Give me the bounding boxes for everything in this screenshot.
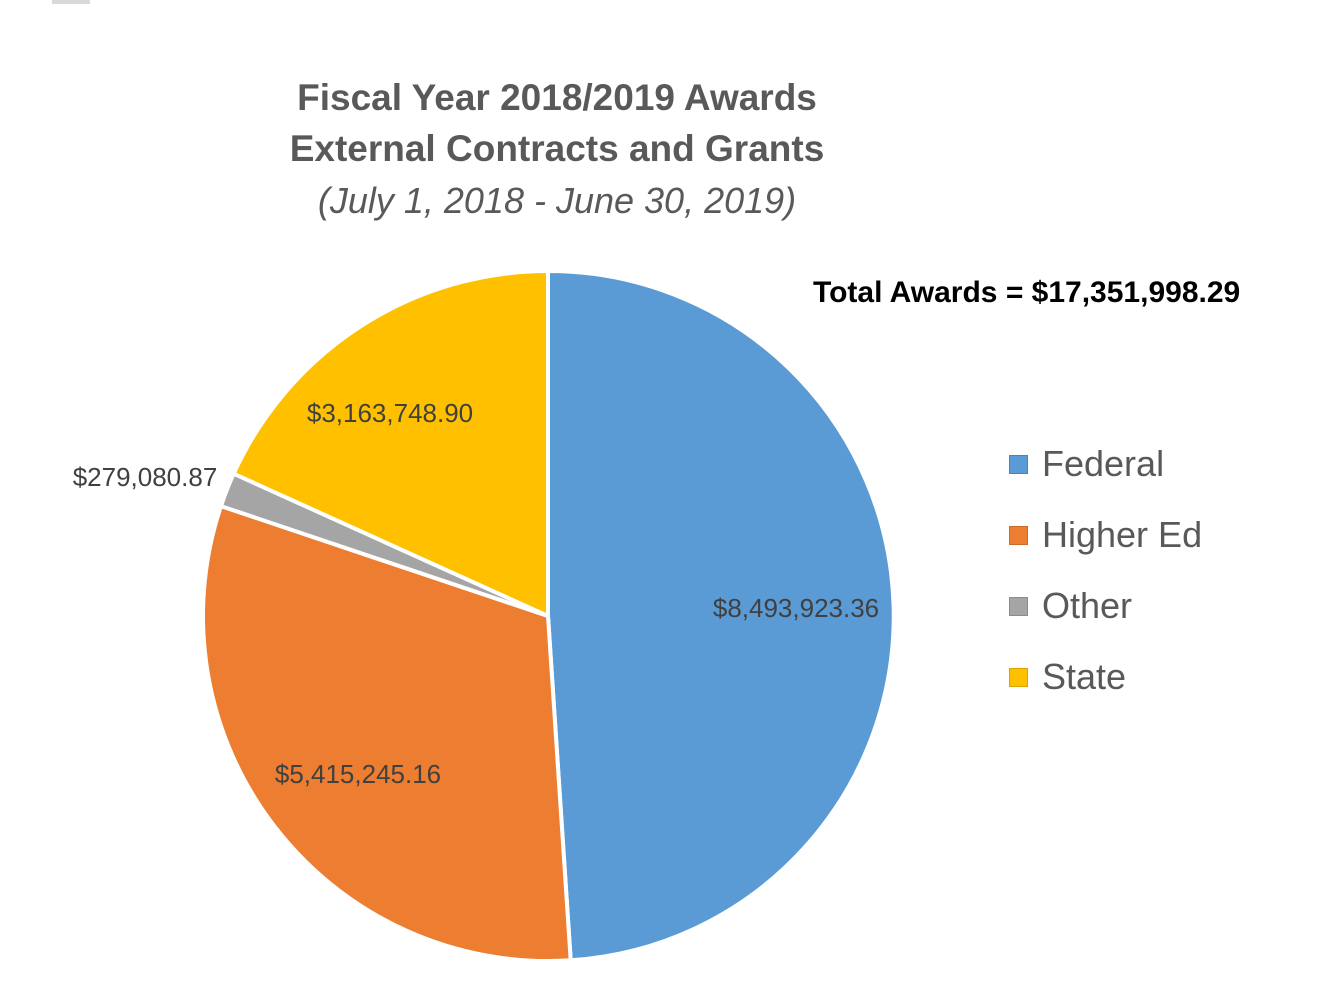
chart-title-block: Fiscal Year 2018/2019 Awards External Co… (230, 72, 884, 227)
legend-swatch-other (1009, 596, 1028, 616)
chart-legend: Federal Higher Ed Other State (1009, 446, 1202, 695)
legend-item-higher-ed: Higher Ed (1009, 517, 1202, 553)
legend-swatch-state (1009, 667, 1028, 687)
total-awards-annotation: Total Awards = $17,351,998.29 (813, 276, 1241, 309)
legend-item-state: State (1009, 659, 1202, 695)
legend-swatch-higher-ed (1009, 525, 1028, 545)
legend-item-other: Other (1009, 588, 1202, 624)
legend-label-other: Other (1042, 585, 1133, 626)
pie-slice-federal (546, 268, 896, 963)
legend-label-state: State (1042, 656, 1127, 697)
legend-item-federal: Federal (1009, 446, 1202, 482)
pie-label-state: $3,163,748.90 (307, 398, 473, 428)
pie-slice-state (231, 269, 550, 618)
chart-title-line-1: Fiscal Year 2018/2019 Awards (297, 77, 817, 118)
chart-title-line-2: External Contracts and Grants (289, 128, 825, 169)
chart-subtitle: (July 1, 2018 - June 30, 2019) (317, 180, 797, 221)
legend-label-federal: Federal (1042, 443, 1165, 484)
window-edge-artifact (52, 0, 90, 4)
pie-slice-higher-ed (201, 504, 573, 963)
legend-label-higher-ed: Higher Ed (1042, 514, 1203, 555)
pie-label-other: $279,080.87 (73, 462, 218, 492)
pie-label-federal: $8,493,923.36 (713, 593, 879, 623)
pie-label-higher-ed: $5,415,245.16 (275, 759, 441, 789)
legend-swatch-federal (1009, 454, 1028, 474)
